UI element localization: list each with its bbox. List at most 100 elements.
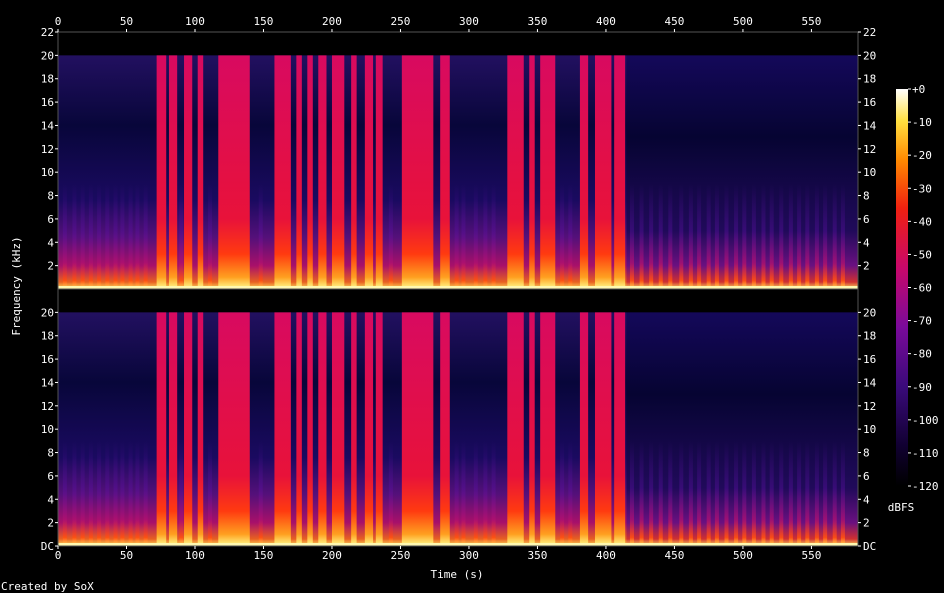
x-tick-label-bottom: 50 (120, 549, 133, 562)
loud-segment (184, 55, 193, 290)
x-tick-label-top: 200 (322, 15, 342, 28)
x-axis-label: Time (s) (431, 568, 484, 581)
speech-burst (697, 183, 702, 289)
y-tick-label-right: 16 (863, 96, 876, 109)
y-tick-label-right: 20 (863, 49, 876, 62)
speech-burst (388, 440, 393, 546)
x-tick-label-bottom: 350 (528, 549, 548, 562)
y-tick-label-right: 4 (863, 236, 870, 249)
speech-burst (805, 440, 810, 546)
colorbar-tick-label: -50 (912, 248, 932, 261)
speech-burst (751, 440, 756, 546)
y-tick-label-right: 8 (863, 190, 870, 203)
colorbar-tick-label: -20 (912, 149, 932, 162)
speech-burst (814, 183, 819, 289)
y-tick-label-left: 18 (41, 330, 54, 343)
speech-burst (714, 440, 719, 546)
loud-segment (540, 312, 556, 546)
speech-burst (454, 183, 459, 289)
loud-segment (351, 55, 357, 290)
loud-segment (296, 55, 302, 290)
x-tick-label-top: 150 (254, 15, 274, 28)
speech-burst (629, 440, 634, 546)
y-tick-label-left: 16 (41, 353, 54, 366)
speech-burst (706, 183, 711, 289)
y-tick-label-left: 10 (41, 166, 54, 179)
speech-burst (832, 183, 837, 289)
speech-burst (80, 440, 85, 546)
y-tick-label-left: 10 (41, 423, 54, 436)
loud-segment (318, 55, 327, 290)
y-tick-label-left: 22 (41, 26, 54, 39)
speech-burst (560, 440, 565, 546)
speech-burst (797, 183, 802, 289)
speech-burst (208, 183, 213, 289)
loud-segment (614, 312, 626, 546)
colorbar-tick-label: -90 (912, 381, 932, 394)
loud-segment (307, 55, 313, 290)
speech-burst (258, 440, 263, 546)
above-band-area (58, 32, 858, 56)
loud-segment (440, 55, 450, 290)
speech-burst (88, 440, 93, 546)
speech-burst (568, 440, 573, 546)
colorbar-tick-label: +0 (912, 83, 925, 96)
loud-segment (197, 312, 204, 546)
y-tick-label-right: 12 (863, 143, 876, 156)
y-tick-label-right: 22 (863, 26, 876, 39)
speech-burst (840, 440, 845, 546)
loud-segment (579, 312, 589, 546)
y-tick-label-left: 20 (41, 306, 54, 319)
speech-burst (113, 183, 118, 289)
x-tick-label-top: 500 (733, 15, 753, 28)
speech-burst (128, 440, 133, 546)
y-tick-label-left: 16 (41, 96, 54, 109)
speech-burst (208, 440, 213, 546)
y-tick-label-left: 14 (41, 376, 55, 389)
y-tick-label-right: 6 (863, 470, 870, 483)
y-tick-label-left: DC (41, 540, 54, 553)
loud-segment (156, 55, 167, 290)
speech-burst (805, 183, 810, 289)
speech-burst (461, 440, 466, 546)
speech-burst (179, 183, 184, 289)
speech-burst (679, 440, 684, 546)
x-tick-label-bottom: 150 (254, 549, 274, 562)
y-tick-label-left: 4 (47, 493, 54, 506)
speech-burst (97, 440, 102, 546)
loud-segment (364, 55, 374, 290)
speech-burst (258, 183, 263, 289)
speech-burst (823, 440, 828, 546)
y-tick-label-right: 12 (863, 400, 876, 413)
speech-burst (560, 183, 565, 289)
speech-burst (568, 183, 573, 289)
y-tick-label-left: 18 (41, 73, 54, 86)
speech-burst (113, 440, 118, 546)
speech-burst (88, 183, 93, 289)
loud-segment (331, 55, 345, 290)
speech-burst (105, 183, 110, 289)
loud-segment (375, 55, 383, 290)
colorbar (896, 89, 908, 486)
x-tick-label-top: 0 (55, 15, 62, 28)
loud-segment (594, 312, 612, 546)
y-tick-label-right: 10 (863, 423, 876, 436)
loud-segment (296, 312, 302, 546)
y-tick-label-left: 2 (47, 517, 54, 530)
x-tick-label-bottom: 550 (801, 549, 821, 562)
speech-burst (779, 440, 784, 546)
speech-burst (143, 440, 148, 546)
speech-burst (143, 183, 148, 289)
loud-segment (375, 312, 383, 546)
y-tick-label-right: 20 (863, 306, 876, 319)
x-tick-label-top: 550 (801, 15, 821, 28)
speech-burst (473, 440, 478, 546)
y-tick-label-right: 18 (863, 330, 876, 343)
speech-burst (454, 440, 459, 546)
speech-burst (649, 183, 654, 289)
speech-burst (823, 183, 828, 289)
y-tick-label-right: 18 (863, 73, 876, 86)
y-tick-label-right: 2 (863, 260, 870, 273)
loud-segment (579, 55, 589, 290)
